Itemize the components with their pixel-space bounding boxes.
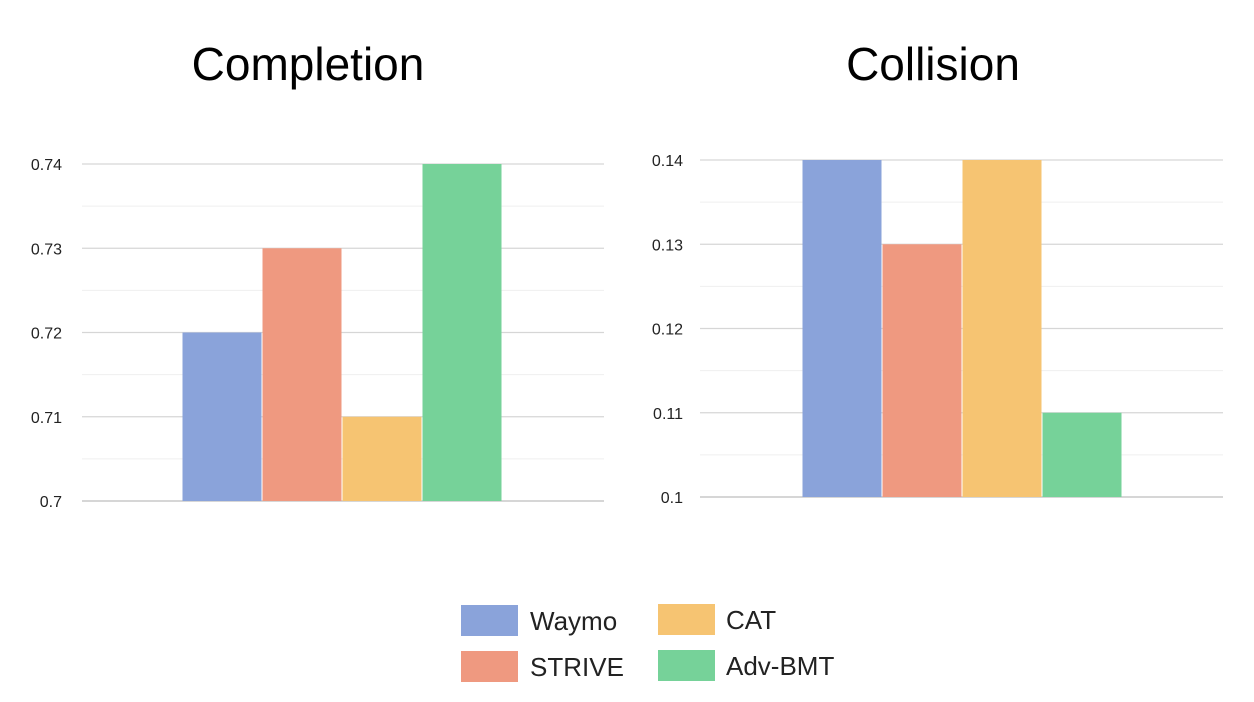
collision-bar-adv-bmt xyxy=(1042,412,1122,497)
legend-item-waymo: Waymo xyxy=(461,605,617,636)
completion-bar-waymo xyxy=(182,332,262,501)
collision-chart-title: Collision xyxy=(846,38,1020,90)
collision-chart: Collision 0.1 0.11 0.12 0.13 0.14 xyxy=(652,38,1223,507)
legend-swatch-adv-bmt xyxy=(658,650,715,681)
collision-bars xyxy=(802,160,1122,497)
collision-y-tick-label: 0.14 xyxy=(652,153,683,170)
completion-y-tick-label: 0.74 xyxy=(31,157,62,174)
legend-swatch-cat xyxy=(658,604,715,635)
collision-y-tick-label: 0.13 xyxy=(652,237,683,254)
legend-swatch-waymo xyxy=(461,605,518,636)
legend-item-adv-bmt: Adv-BMT xyxy=(658,650,834,681)
legend-label-cat: CAT xyxy=(726,605,776,635)
collision-bar-strive xyxy=(882,244,962,497)
completion-chart-title: Completion xyxy=(192,38,425,90)
completion-y-tick-label: 0.72 xyxy=(31,326,62,343)
completion-bars xyxy=(182,164,502,501)
legend-label-strive: STRIVE xyxy=(530,652,624,682)
collision-y-tick-label: 0.11 xyxy=(653,406,683,423)
collision-bar-cat xyxy=(962,160,1042,497)
legend: Waymo STRIVE CAT Adv-BMT xyxy=(461,604,834,682)
completion-y-tick-label: 0.7 xyxy=(40,494,62,511)
completion-bar-adv-bmt xyxy=(422,164,502,501)
completion-bar-cat xyxy=(342,416,422,501)
completion-chart: Completion 0.7 0.71 0.72 0.73 0.74 xyxy=(31,38,604,511)
completion-y-tick-label: 0.73 xyxy=(31,241,62,258)
completion-y-ticks: 0.7 0.71 0.72 0.73 0.74 xyxy=(31,157,62,511)
legend-label-waymo: Waymo xyxy=(530,606,617,636)
collision-y-ticks: 0.1 0.11 0.12 0.13 0.14 xyxy=(652,153,683,507)
legend-item-cat: CAT xyxy=(658,604,776,635)
completion-y-tick-label: 0.71 xyxy=(31,410,62,427)
legend-swatch-strive xyxy=(461,651,518,682)
completion-bar-strive xyxy=(262,248,342,501)
legend-label-adv-bmt: Adv-BMT xyxy=(726,651,834,681)
collision-y-tick-label: 0.1 xyxy=(661,490,683,507)
collision-y-tick-label: 0.12 xyxy=(652,322,683,339)
legend-item-strive: STRIVE xyxy=(461,651,624,682)
collision-bar-waymo xyxy=(802,160,882,497)
